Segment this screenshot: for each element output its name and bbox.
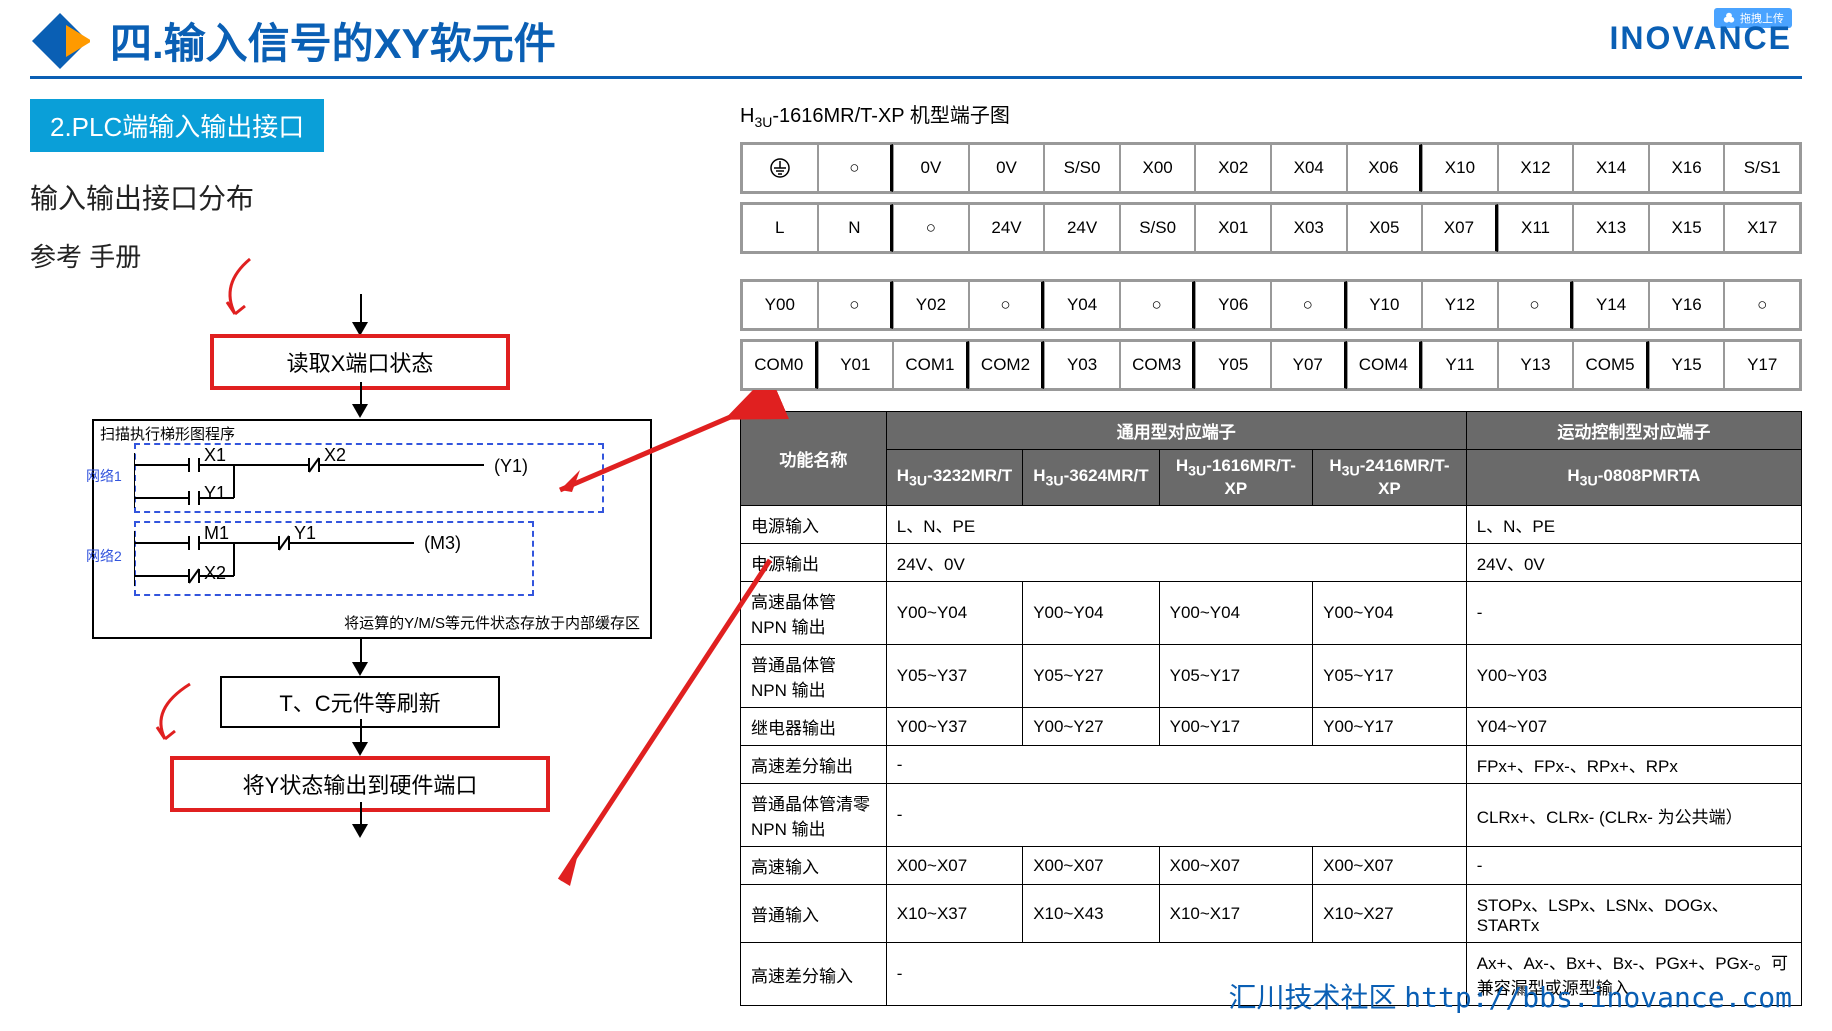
terminal-cell: X13 <box>1573 204 1649 252</box>
terminal-cell: Y17 <box>1724 341 1800 389</box>
table-row: 普通晶体管 NPN 输出Y05~Y37Y05~Y27Y05~Y17Y05~Y17… <box>741 645 1802 708</box>
terminal-cell: COM5 <box>1573 341 1649 389</box>
terminal-cell: 0V <box>893 144 969 192</box>
table-row: 电源输入L、N、PEL、N、PE <box>741 506 1802 544</box>
table-sub-header: H3U-0808PMRTA <box>1466 450 1801 506</box>
terminal-cell: 0V <box>969 144 1045 192</box>
table-row: 高速差分输出-FPx+、FPx-、RPx+、RPx <box>741 746 1802 784</box>
terminal-cell: ○ <box>1724 281 1800 329</box>
terminal-cell: N <box>818 204 894 252</box>
terminal-cell: COM2 <box>969 341 1045 389</box>
terminal-title: H3U-1616MR/T-XP 机型端子图 <box>740 99 1802 130</box>
terminal-cell: Y14 <box>1573 281 1649 329</box>
terminal-cell: Y07 <box>1271 341 1347 389</box>
table-row: 普通晶体管清零 NPN 输出-CLRx+、CLRx- (CLRx- 为公共端） <box>741 784 1802 847</box>
terminal-cell <box>742 144 818 192</box>
red-arrow-1 <box>540 390 790 510</box>
terminal-cell: X07 <box>1422 204 1498 252</box>
terminal-cell: X03 <box>1271 204 1347 252</box>
table-row: 普通输入X10~X37X10~X43X10~X17X10~X27STOPx、LS… <box>741 885 1802 943</box>
terminal-cell: X17 <box>1724 204 1800 252</box>
logo-icon <box>30 11 90 71</box>
terminal-cell: X00 <box>1120 144 1196 192</box>
terminal-cell: ○ <box>818 144 894 192</box>
red-arrow-2 <box>540 550 790 900</box>
terminal-cell: X04 <box>1271 144 1347 192</box>
footer: 汇川技术社区 http://bbs.inovance.com <box>1228 976 1792 1016</box>
function-table: 功能名称 通用型对应端子 运动控制型对应端子 H3U-3232MR/TH3U-3… <box>740 411 1802 1006</box>
table-sub-header: H3U-2416MR/T-XP <box>1313 450 1467 506</box>
terminal-cell: ○ <box>1120 281 1196 329</box>
terminal-cell: Y03 <box>1044 341 1120 389</box>
terminal-cell: Y11 <box>1422 341 1498 389</box>
table-row: 高速输入X00~X07X00~X07X00~X07X00~X07- <box>741 847 1802 885</box>
terminal-cell: Y02 <box>893 281 969 329</box>
terminal-cell: X01 <box>1195 204 1271 252</box>
terminal-cell: L <box>742 204 818 252</box>
terminal-cell: ○ <box>1498 281 1574 329</box>
terminal-cell: ○ <box>818 281 894 329</box>
terminal-cell: X05 <box>1347 204 1423 252</box>
table-sub-header: H3U-3624MR/T <box>1023 450 1159 506</box>
divider <box>30 76 1802 79</box>
terminal-cell: COM1 <box>893 341 969 389</box>
table-sub-header: H3U-1616MR/T-XP <box>1159 450 1313 506</box>
terminal-cell: X11 <box>1498 204 1574 252</box>
terminal-cell: ○ <box>1271 281 1347 329</box>
terminal-cell: S/S0 <box>1120 204 1196 252</box>
terminal-cell: Y13 <box>1498 341 1574 389</box>
terminal-cell: ○ <box>969 281 1045 329</box>
page-title: 四.输入信号的XY软元件 <box>110 10 556 71</box>
section-badge: 2.PLC端输入输出接口 <box>30 99 324 152</box>
terminal-cell: S/S0 <box>1044 144 1120 192</box>
terminal-cell: X06 <box>1347 144 1423 192</box>
terminal-cell: Y00 <box>742 281 818 329</box>
terminal-cell: 24V <box>1044 204 1120 252</box>
terminal-cell: Y05 <box>1195 341 1271 389</box>
terminal-cell: Y10 <box>1347 281 1423 329</box>
terminal-cell: Y06 <box>1195 281 1271 329</box>
table-row: 高速晶体管 NPN 输出Y00~Y04Y00~Y04Y00~Y04Y00~Y04… <box>741 582 1802 645</box>
terminal-cell: X02 <box>1195 144 1271 192</box>
table-row: 电源输出24V、0V24V、0V <box>741 544 1802 582</box>
manual-ref: 参考 手册 <box>30 237 710 274</box>
terminal-block-1: ○0V0VS/S0X00X02X04X06X10X12X14X16S/S1LN○… <box>740 142 1802 254</box>
header: 四.输入信号的XY软元件 <box>0 0 1832 76</box>
table-sub-header: H3U-3232MR/T <box>886 450 1022 506</box>
terminal-block-2: Y00○Y02○Y04○Y06○Y10Y12○Y14Y16○COM0Y01COM… <box>740 279 1802 391</box>
subtitle: 输入输出接口分布 <box>30 177 710 217</box>
terminal-cell: Y04 <box>1044 281 1120 329</box>
terminal-cell: X10 <box>1422 144 1498 192</box>
terminal-cell: 24V <box>969 204 1045 252</box>
terminal-cell: X16 <box>1649 144 1725 192</box>
table-row: 继电器输出Y00~Y37Y00~Y27Y00~Y17Y00~Y17Y04~Y07 <box>741 708 1802 746</box>
terminal-cell: Y16 <box>1649 281 1725 329</box>
right-column: H3U-1616MR/T-XP 机型端子图 ○0V0VS/S0X00X02X04… <box>740 99 1802 1006</box>
terminal-cell: COM0 <box>742 341 818 389</box>
terminal-cell: Y01 <box>818 341 894 389</box>
terminal-cell: Y15 <box>1649 341 1725 389</box>
terminal-cell: Y12 <box>1422 281 1498 329</box>
terminal-cell: X12 <box>1498 144 1574 192</box>
terminal-cell: ○ <box>893 204 969 252</box>
terminal-cell: X15 <box>1649 204 1725 252</box>
terminal-cell: COM3 <box>1120 341 1196 389</box>
terminal-cell: X14 <box>1573 144 1649 192</box>
terminal-cell: S/S1 <box>1724 144 1800 192</box>
terminal-cell: COM4 <box>1347 341 1423 389</box>
brand-logo: INOVANCE <box>1609 20 1792 57</box>
